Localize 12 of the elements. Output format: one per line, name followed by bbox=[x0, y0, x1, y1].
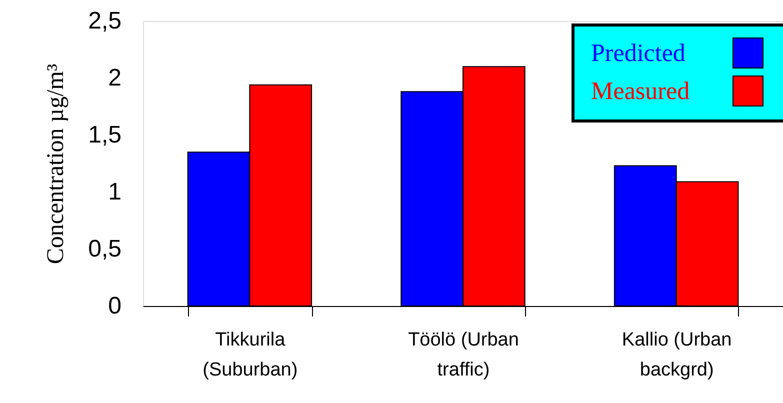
x-tick-label: Kallio (Urban backgrd) bbox=[622, 330, 732, 380]
y-axis-title: Concentration µg/m³ bbox=[43, 64, 70, 264]
y-tick-label: 0 bbox=[108, 292, 122, 320]
legend-label: Measured bbox=[591, 78, 690, 105]
y-tick-label: 1,5 bbox=[88, 122, 122, 148]
x-tick-label: Tikkurila (Suburban) bbox=[202, 330, 298, 380]
y-tick-label: 1 bbox=[108, 178, 122, 206]
y-tick-label: 0,5 bbox=[88, 236, 122, 262]
y-tick-label: 2 bbox=[108, 64, 122, 92]
legend-label: Predicted bbox=[591, 40, 686, 67]
y-tick-label: 2,5 bbox=[88, 8, 122, 34]
x-tick-label: Töölö (Urban traffic) bbox=[408, 330, 519, 380]
